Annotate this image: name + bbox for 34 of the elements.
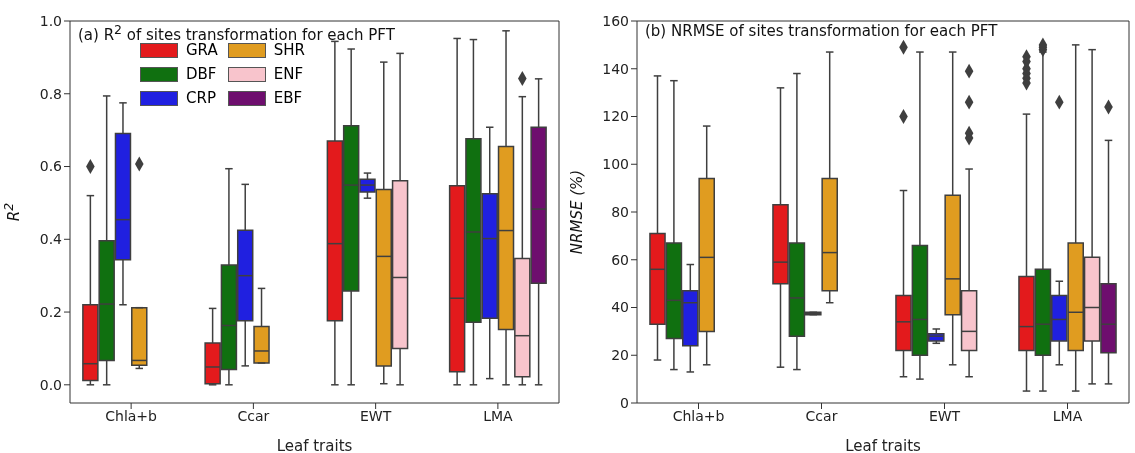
legend-label: EBF	[273, 89, 303, 107]
y-tick-label: 0.2	[39, 304, 62, 321]
x-axis-title: Leaf traits	[845, 437, 922, 453]
y-tick-label: 0.0	[39, 376, 62, 393]
y-tick-label: 0.8	[39, 85, 62, 102]
y-tick-label: 60	[611, 251, 629, 268]
y-tick-label: 120	[602, 108, 629, 125]
y-tick-label: 40	[611, 299, 629, 316]
y-tick-label: 20	[611, 347, 629, 364]
legend-label: ENF	[273, 65, 304, 83]
y-tick-label: 0	[620, 394, 629, 411]
legend-label: SHR	[273, 41, 305, 59]
chart-title: (a) R$^{2}$ of sites transformation for each PFT	[78, 22, 395, 44]
y-tick-label: 1.0	[39, 12, 62, 29]
y-tick-label: 160	[602, 12, 629, 29]
x-tick-label: LMA	[1052, 407, 1083, 424]
x-tick-label: LMA	[483, 407, 514, 424]
legend-label: CRP	[186, 89, 216, 107]
x-tick-label: Chla+b	[672, 407, 725, 424]
x-tick-label: Ccar	[805, 407, 838, 424]
x-tick-label: EWT	[928, 407, 961, 424]
y-tick-label: 140	[602, 60, 629, 77]
y-tick-label: 0.4	[39, 231, 63, 248]
x-tick-label: EWT	[360, 407, 392, 424]
x-tick-label: Chla+b	[105, 407, 158, 424]
x-axis-title: Leaf traits	[276, 437, 353, 453]
y-axis-title: NRMSE (%)	[568, 169, 586, 254]
chart-title: (b) NRMSE of sites transformation for each PFT	[645, 22, 998, 40]
legend-label: DBF	[186, 65, 217, 83]
legend-label: GRA	[186, 41, 218, 59]
x-tick-label: Ccar	[237, 407, 270, 424]
y-tick-label: 0.6	[39, 158, 63, 175]
y-tick-label: 100	[602, 156, 629, 173]
y-tick-label: 80	[611, 203, 629, 220]
